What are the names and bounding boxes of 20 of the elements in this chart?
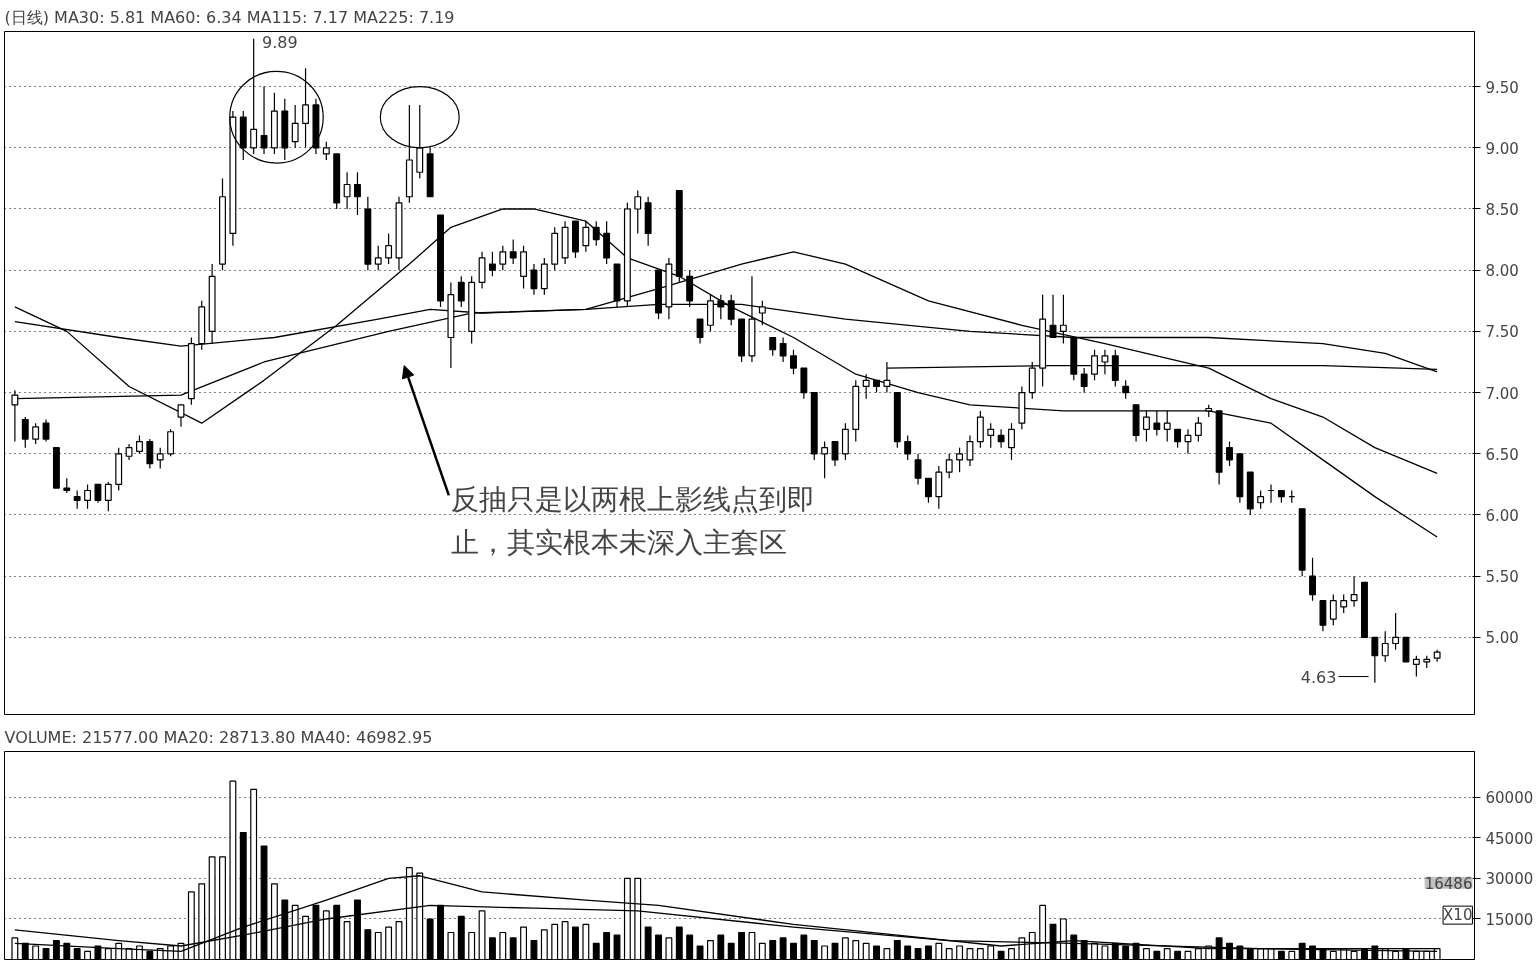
chart-title: VOLUME: 21577.00 MA20: 28713.80 MA40: 46982.95 (4, 727, 433, 747)
y-tick-label: 8.50 (1485, 200, 1519, 219)
y-tick-label: 5.50 (1485, 568, 1519, 587)
y-tick-label: 8.00 (1485, 262, 1519, 281)
y-tick-label: 9.00 (1485, 139, 1519, 158)
y-tick-label: 9.50 (1485, 78, 1519, 97)
annotation: 9.89 (261, 33, 298, 53)
y-tick-label: 7.50 (1485, 323, 1519, 342)
y-tick-label: 45000 (1485, 829, 1534, 848)
annotation: 反抽只是以两根上影线点到即止，其实根本未深入主套区 (450, 483, 815, 560)
annotation: 16486 (1424, 874, 1473, 893)
y-tick-label: 5.00 (1485, 629, 1519, 648)
chart-title: (日线) MA30: 5.81 MA60: 6.34 MA115: 7.17 MA225: 7.19 (4, 7, 455, 27)
annotation: 4.63 (1300, 667, 1337, 687)
y-tick-label: 15000 (1485, 910, 1534, 929)
y-tick-label: 30000 (1485, 870, 1534, 889)
y-tick-label: 6.00 (1485, 506, 1519, 525)
y-tick-label: 60000 (1485, 789, 1534, 808)
y-tick-label: 6.50 (1485, 445, 1519, 464)
y-tick-label: 7.00 (1485, 384, 1519, 403)
